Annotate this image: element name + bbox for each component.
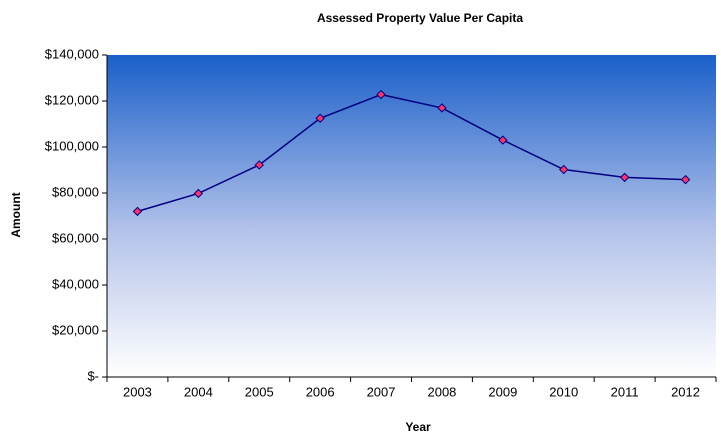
y-tick-label: $80,000: [52, 184, 99, 199]
y-tick-label: $40,000: [52, 276, 99, 291]
x-tick-label: 2011: [611, 384, 639, 399]
x-tick-label: 2006: [306, 384, 335, 399]
y-tick-label: $120,000: [45, 92, 99, 107]
x-axis-label: Year: [405, 420, 431, 434]
marker: [559, 164, 569, 175]
line: [137, 93, 686, 213]
x-tick-label: 2007: [367, 384, 396, 399]
y-tick-label: $20,000: [52, 322, 99, 337]
marker: [315, 113, 325, 123]
marker: [680, 174, 691, 185]
y-tick-label: $60,000: [52, 230, 99, 245]
marker: [376, 89, 386, 100]
x-tick-label: 2010: [549, 384, 578, 399]
x-tick-label: 2012: [671, 384, 700, 399]
y-tick-label: $140,000: [45, 46, 99, 61]
y-tick-label: $-: [87, 368, 99, 383]
x-tick-label: 2008: [427, 384, 456, 399]
y-axis-label: Amount: [9, 192, 23, 237]
chart-title: Assessed Property Value Per Capita: [317, 11, 523, 25]
marker: [193, 188, 204, 199]
x-tick-label: 2009: [488, 384, 517, 399]
marker: [254, 160, 264, 170]
y-tick-label: $100,000: [45, 138, 99, 153]
x-tick-label: 2004: [184, 384, 213, 399]
plot-area: [107, 55, 716, 377]
marker: [437, 103, 447, 113]
marker: [498, 135, 508, 145]
x-tick-label: 2005: [245, 384, 274, 399]
marker: [132, 206, 143, 217]
x-tick-label: 2003: [123, 384, 152, 399]
marker: [619, 172, 630, 183]
